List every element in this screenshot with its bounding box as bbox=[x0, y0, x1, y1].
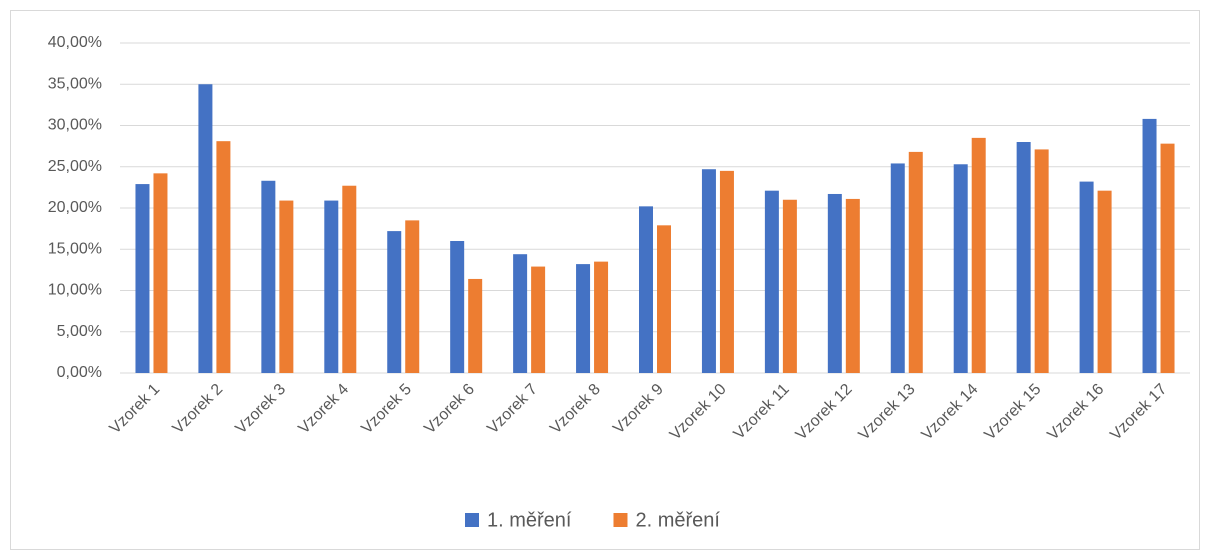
y-tick-label: 5,00% bbox=[57, 323, 102, 340]
bar bbox=[953, 164, 968, 373]
bar bbox=[135, 184, 150, 373]
bar bbox=[1142, 118, 1157, 374]
bar bbox=[513, 254, 528, 373]
y-tick-label: 40,00% bbox=[48, 34, 102, 51]
bar bbox=[468, 278, 483, 373]
bar bbox=[971, 137, 986, 373]
y-tick-label: 10,00% bbox=[48, 282, 102, 299]
y-tick-label: 25,00% bbox=[48, 158, 102, 175]
bar bbox=[387, 231, 402, 373]
bar bbox=[764, 190, 779, 373]
bar bbox=[279, 200, 294, 373]
y-tick-label: 20,00% bbox=[48, 199, 102, 216]
y-tick-label: 35,00% bbox=[48, 75, 102, 92]
bar bbox=[594, 261, 609, 373]
legend-swatch bbox=[613, 513, 628, 527]
bar bbox=[342, 185, 357, 373]
bar bbox=[1016, 142, 1031, 373]
bar bbox=[531, 266, 546, 373]
bar bbox=[450, 241, 465, 373]
legend-swatch bbox=[465, 513, 479, 527]
y-tick-label: 15,00% bbox=[48, 240, 102, 257]
bar bbox=[576, 264, 591, 373]
bar bbox=[405, 220, 420, 373]
y-tick-label: 0,00% bbox=[57, 364, 102, 381]
bar bbox=[657, 225, 671, 373]
bar bbox=[782, 199, 797, 373]
bar bbox=[198, 84, 213, 373]
bar bbox=[890, 163, 905, 373]
legend-label: 2. měření bbox=[635, 509, 720, 531]
bar bbox=[639, 206, 653, 373]
bar bbox=[324, 200, 339, 373]
bar bbox=[908, 151, 923, 373]
bar bbox=[827, 193, 842, 373]
bar bbox=[216, 141, 231, 373]
bar bbox=[701, 169, 716, 373]
bar bbox=[153, 173, 168, 373]
bar bbox=[719, 170, 734, 373]
bar bbox=[1097, 190, 1112, 373]
bar bbox=[1160, 143, 1175, 373]
bar bbox=[845, 198, 860, 373]
bar bbox=[1079, 181, 1094, 373]
bar bbox=[1034, 149, 1049, 373]
legend-label: 1. měření bbox=[487, 509, 572, 531]
y-tick-label: 30,00% bbox=[48, 117, 102, 134]
bar bbox=[261, 180, 276, 373]
